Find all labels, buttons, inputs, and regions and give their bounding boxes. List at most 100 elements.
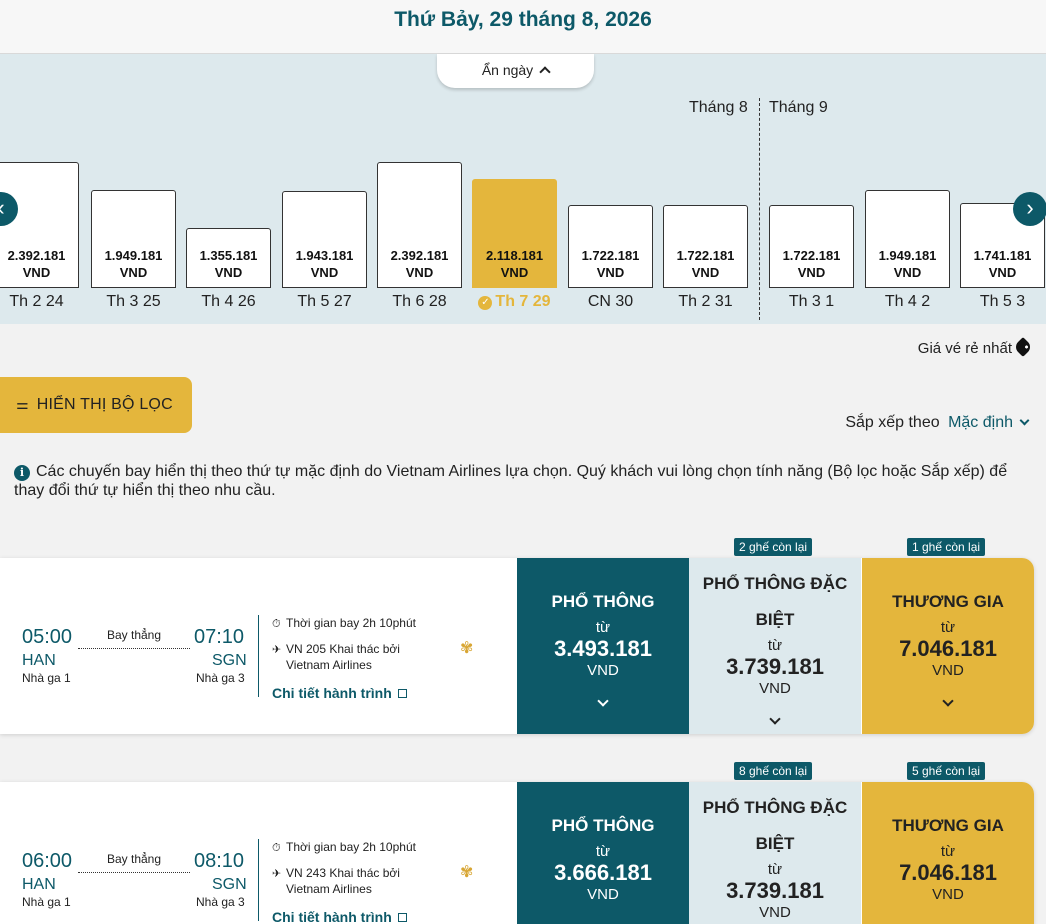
- operator-text: Vietnam Airlines: [286, 658, 372, 672]
- date-label[interactable]: Th 3 1: [767, 293, 857, 311]
- departure-terminal: Nhà ga 1: [22, 671, 71, 685]
- month-label-august: Tháng 8: [689, 99, 748, 116]
- date-fare-bar[interactable]: 2.392.181 VND: [377, 162, 462, 288]
- date-fare-price: 1.355.181 VND: [187, 247, 270, 281]
- fare-calendar: Ẩn ngày Tháng 8 Tháng 9 2.392.181 VND Th 2…: [0, 54, 1046, 324]
- date-fare-bar[interactable]: 1.949.181 VND: [91, 190, 176, 288]
- date-fare-bar[interactable]: 1.722.181 VND: [568, 205, 653, 288]
- ordering-notice-text: Các chuyến bay hiển thị theo thứ tự mặc …: [14, 463, 1008, 499]
- itinerary-details-link[interactable]: Chi tiết hành trình: [272, 685, 407, 701]
- date-label-text: CN 30: [587, 293, 634, 310]
- chevron-down-icon: [769, 713, 781, 725]
- flight-duration: ⏱ Thời gian bay 2h 10phút: [272, 840, 416, 856]
- fare-price: 7.046.181: [899, 860, 997, 885]
- seats-left-badge: 5 ghế còn lại: [907, 762, 986, 780]
- date-fare-currency: VND: [22, 265, 51, 280]
- date-fare-bar[interactable]: 1.722.181 VND: [663, 205, 748, 288]
- date-label-text: Th 2 31: [678, 293, 733, 310]
- cheapest-fare-label: Giá vé rẻ nhất: [917, 340, 1012, 357]
- premium-economy-fare-button[interactable]: PHỔ THÔNG ĐẶC BIỆT từ 3.739.181 VND: [689, 558, 861, 734]
- fare-currency: VND: [932, 662, 964, 679]
- route-line: [78, 872, 190, 873]
- date-fare-currency: VND: [596, 265, 625, 280]
- date-label-text: Th 7 29: [495, 293, 551, 310]
- date-fare-price: 1.722.181 VND: [664, 247, 747, 281]
- economy-fare-button[interactable]: PHỔ THÔNG từ 3.493.181 VND: [517, 558, 689, 734]
- show-filter-label: HIỂN THỊ BỘ LỌC: [36, 396, 173, 413]
- cheapest-fare-legend: Giá vé rẻ nhất: [917, 337, 1033, 357]
- date-label[interactable]: CN 30: [566, 293, 656, 311]
- date-fare-price: 1.949.181 VND: [92, 247, 175, 281]
- date-label-text: Th 5 3: [979, 293, 1026, 310]
- arrival-airport: SGN: [212, 652, 247, 669]
- nonstop-label: Bay thẳng: [106, 628, 162, 642]
- sort-value: Mặc định: [948, 414, 1013, 431]
- date-label[interactable]: Th 3 25: [89, 293, 179, 311]
- business-fare-button[interactable]: THƯƠNG GIA từ 7.046.181 VND: [862, 782, 1034, 924]
- fare-name: PHỔ THÔNG ĐẶC: [702, 574, 848, 593]
- next-dates-button[interactable]: ›: [1013, 192, 1046, 226]
- fare-price: 3.666.181: [554, 860, 652, 885]
- show-filter-button[interactable]: ⚌ HIỂN THỊ BỘ LỌC: [0, 377, 192, 433]
- seats-left-badge: 1 ghế còn lại: [907, 538, 986, 556]
- departure-time: 05:00: [22, 626, 73, 648]
- fare-price: 3.493.181: [554, 636, 652, 661]
- date-fare-bar[interactable]: 1.722.181 VND: [769, 205, 854, 288]
- date-fare-bar[interactable]: 2.392.181 VND: [0, 162, 79, 288]
- flight-number-text: VN 243 Khai thác bởi: [286, 866, 400, 880]
- hide-dates-label: Ẩn ngày: [481, 62, 534, 78]
- date-fare-amount: 1.722.181: [581, 248, 640, 263]
- departure-time: 06:00: [22, 850, 73, 872]
- itinerary-details-link[interactable]: Chi tiết hành trình: [272, 909, 407, 924]
- date-fare-price: 1.722.181 VND: [569, 247, 652, 281]
- fare-price: 3.739.181: [726, 654, 824, 679]
- date-label[interactable]: Th 4 2: [863, 293, 953, 311]
- date-fare-amount: 2.118.181: [485, 248, 544, 263]
- flight-card: 06:00 HAN Nhà ga 1 Bay thẳng 08:10 SGN N…: [0, 762, 1034, 924]
- fare-currency: VND: [759, 904, 791, 921]
- fare-from: từ: [940, 619, 956, 636]
- arrival-time: 07:10: [194, 626, 245, 648]
- fare-name: PHỔ THÔNG: [551, 592, 655, 611]
- chevron-down-icon: [597, 695, 609, 707]
- filter-sliders-icon: ⚌: [16, 396, 29, 412]
- airline-logo-icon: ✾: [460, 864, 474, 881]
- chevron-up-icon: [539, 66, 551, 78]
- date-fare-bar[interactable]: 1.355.181 VND: [186, 228, 271, 288]
- itinerary-details-label: Chi tiết hành trình: [272, 685, 392, 701]
- date-fare-bar[interactable]: 1.741.181 VND: [960, 203, 1045, 288]
- fare-name: THƯƠNG GIA: [892, 816, 1004, 835]
- date-fare-price: 1.741.181 VND: [961, 247, 1044, 281]
- airplane-icon: ✈: [272, 868, 282, 880]
- date-label[interactable]: Th 6 28: [375, 293, 465, 311]
- date-label[interactable]: Th 5 27: [280, 293, 370, 311]
- date-fare-bar[interactable]: 1.949.181 VND: [865, 190, 950, 288]
- fare-from: từ: [595, 619, 611, 636]
- selected-date-header: Thứ Bảy, 29 tháng 8, 2026: [0, 0, 1046, 54]
- date-fare-bar[interactable]: 2.118.181 VND: [472, 179, 557, 288]
- arrival-terminal: Nhà ga 3: [196, 895, 245, 909]
- economy-fare-button[interactable]: PHỔ THÔNG từ 3.666.181 VND: [517, 782, 689, 924]
- premium-economy-fare-button[interactable]: PHỔ THÔNG ĐẶC BIỆT từ 3.739.181 VND: [689, 782, 861, 924]
- date-fare-currency: VND: [405, 265, 434, 280]
- sort-dropdown[interactable]: Mặc định: [948, 414, 1030, 431]
- date-fare-currency: VND: [500, 265, 529, 280]
- date-label[interactable]: Th 4 26: [184, 293, 274, 311]
- stopwatch-icon: ⏱: [272, 618, 281, 630]
- date-fare-bar[interactable]: 1.943.181 VND: [282, 191, 367, 288]
- date-label[interactable]: Th 2 31: [661, 293, 751, 311]
- chevron-down-icon: [942, 695, 954, 707]
- fare-name: THƯƠNG GIA: [892, 592, 1004, 611]
- hide-dates-toggle[interactable]: Ẩn ngày: [437, 54, 594, 88]
- date-label-text: Th 4 2: [884, 293, 931, 310]
- prev-dates-button[interactable]: ‹: [0, 192, 18, 226]
- route-line: [78, 648, 190, 649]
- month-label-september: Tháng 9: [769, 99, 828, 116]
- date-label[interactable]: ✓ Th 7 29: [470, 293, 560, 311]
- business-fare-button[interactable]: THƯƠNG GIA từ 7.046.181 VND: [862, 558, 1034, 734]
- date-label[interactable]: Th 5 3: [958, 293, 1046, 311]
- seats-left-badge: 2 ghế còn lại: [734, 538, 813, 556]
- date-label[interactable]: Th 2 24: [0, 293, 82, 311]
- operator-text: Vietnam Airlines: [286, 882, 372, 896]
- external-link-icon: [397, 689, 407, 698]
